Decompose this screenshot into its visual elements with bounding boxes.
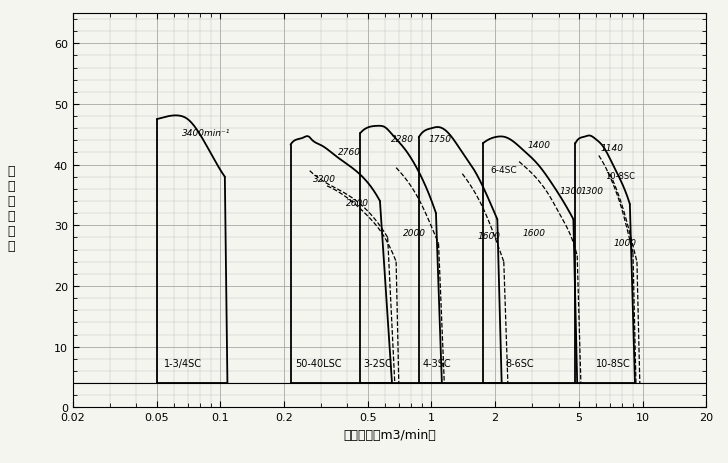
Text: 50-40LSC: 50-40LSC xyxy=(295,358,341,368)
Text: 1750: 1750 xyxy=(429,135,451,144)
Text: 2000: 2000 xyxy=(403,229,426,238)
Text: 3400min⁻¹: 3400min⁻¹ xyxy=(182,129,231,138)
Text: 10-8SC: 10-8SC xyxy=(605,171,636,181)
Text: 1600: 1600 xyxy=(523,229,545,238)
Text: 10-8SC: 10-8SC xyxy=(596,358,630,368)
Text: 1000: 1000 xyxy=(614,238,637,247)
Text: 1-3/4SC: 1-3/4SC xyxy=(164,358,202,368)
Text: 8-6SC: 8-6SC xyxy=(506,358,534,368)
Text: 3200: 3200 xyxy=(313,175,336,183)
Text: 1400: 1400 xyxy=(528,141,550,150)
Text: 2760: 2760 xyxy=(338,147,361,156)
Text: 2600: 2600 xyxy=(347,199,369,207)
Text: 4-3SC: 4-3SC xyxy=(423,358,451,368)
Text: 1140: 1140 xyxy=(601,144,624,153)
Text: 1300: 1300 xyxy=(560,187,582,195)
Text: 1300: 1300 xyxy=(581,187,604,195)
X-axis label: 吐出し量（m3/min）: 吐出し量（m3/min） xyxy=(343,428,436,441)
Text: 全
揚
程
（
ｍ
）: 全 揚 程 （ ｍ ） xyxy=(7,164,15,252)
Text: 2280: 2280 xyxy=(390,135,414,144)
Text: 6-4SC: 6-4SC xyxy=(491,165,517,175)
Text: 3-2SC: 3-2SC xyxy=(363,358,392,368)
Text: 1600: 1600 xyxy=(478,232,500,241)
